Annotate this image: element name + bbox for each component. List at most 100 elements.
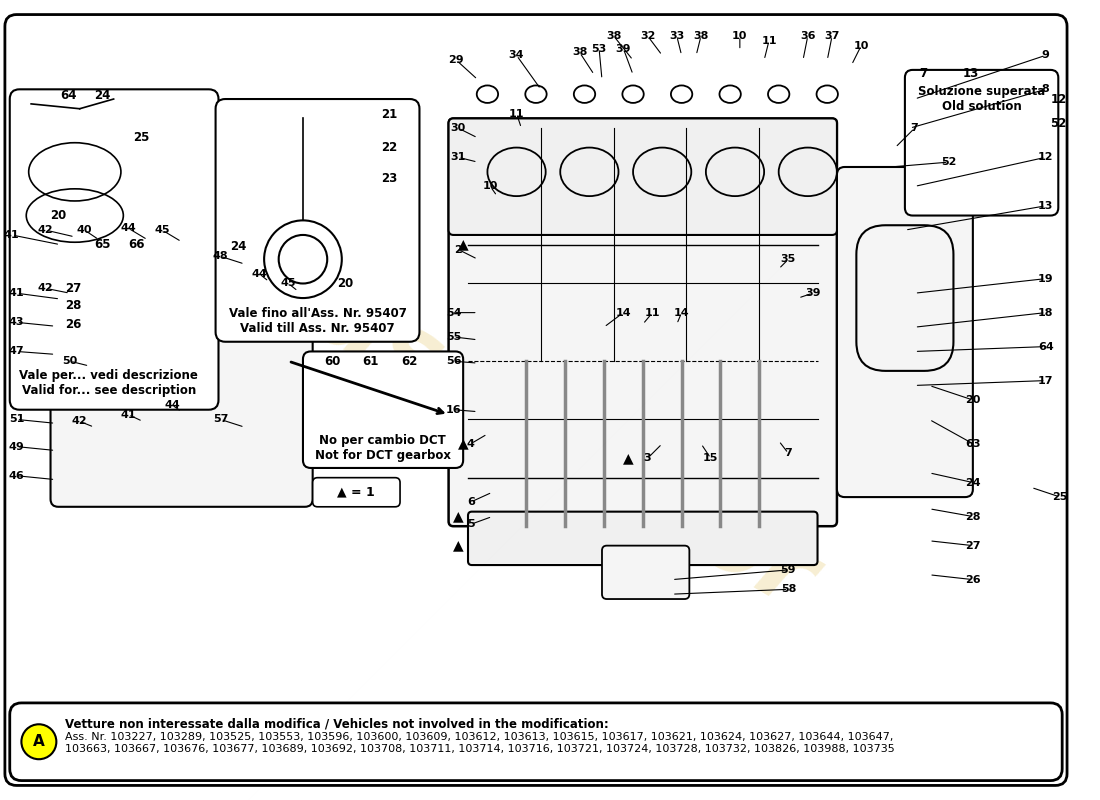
Text: 12: 12 [1050,93,1067,106]
Text: 18: 18 [1038,308,1054,318]
Text: 12: 12 [1038,152,1054,162]
FancyBboxPatch shape [216,99,419,342]
FancyBboxPatch shape [449,118,837,235]
Text: 24: 24 [230,240,246,253]
Text: 5: 5 [468,519,475,530]
FancyBboxPatch shape [837,167,972,497]
Text: 27: 27 [965,541,980,550]
Text: 44: 44 [120,223,136,233]
Text: 45: 45 [280,278,296,289]
Text: ▲ = 1: ▲ = 1 [338,486,375,498]
Text: 46: 46 [9,470,24,481]
Text: 36: 36 [800,31,815,41]
Text: 42: 42 [72,416,88,426]
Text: 38: 38 [606,31,621,41]
FancyBboxPatch shape [10,703,1063,781]
Text: 57: 57 [212,414,228,425]
Text: 51: 51 [9,414,24,425]
Text: 7: 7 [911,123,918,133]
Text: 52: 52 [1050,117,1067,130]
FancyBboxPatch shape [857,226,954,371]
Text: 39: 39 [616,43,631,54]
Text: ▲: ▲ [453,538,463,553]
Text: 42: 42 [37,225,54,235]
Text: 52: 52 [940,157,956,167]
Text: Soluzione superata
Old solution: Soluzione superata Old solution [918,86,1045,114]
Text: 26: 26 [65,318,81,330]
Text: 53: 53 [592,43,607,54]
FancyBboxPatch shape [4,14,1067,786]
Text: 13: 13 [964,67,979,80]
Text: 28: 28 [65,299,81,312]
Text: 11: 11 [761,36,777,46]
Text: 40: 40 [77,225,92,235]
Text: 22: 22 [381,141,397,154]
Text: 44: 44 [252,269,267,278]
Text: Vale per... vedi descrizione
Valid for... see description: Vale per... vedi descrizione Valid for..… [20,369,198,397]
FancyBboxPatch shape [468,512,817,565]
Text: 30: 30 [451,123,466,133]
Text: 3: 3 [644,454,651,463]
Text: ▲: ▲ [458,437,469,450]
Text: 62: 62 [402,354,418,368]
Text: 20: 20 [965,395,980,405]
Text: 10: 10 [854,41,869,50]
Text: 42: 42 [37,283,54,294]
Text: 31: 31 [451,152,466,162]
Text: 61: 61 [363,354,379,368]
Text: 35: 35 [781,254,796,264]
Text: 9: 9 [1042,50,1049,60]
Text: 34: 34 [509,50,525,60]
Text: passion for: passion for [240,230,833,628]
Text: 11: 11 [645,308,660,318]
Text: 48: 48 [212,251,228,262]
Text: 24: 24 [95,89,111,102]
Text: 64: 64 [60,89,77,102]
Circle shape [21,724,56,759]
Text: ▲: ▲ [453,510,463,523]
Text: 54: 54 [446,308,461,318]
Text: 55: 55 [446,332,461,342]
Text: 4: 4 [468,438,475,449]
Text: 21: 21 [381,108,397,121]
Text: 23: 23 [381,172,397,185]
Text: ▲: ▲ [623,451,634,466]
FancyBboxPatch shape [10,90,219,410]
Text: A: A [33,734,45,750]
Text: Vale fino all'Ass. Nr. 95407
Valid till Ass. Nr. 95407: Vale fino all'Ass. Nr. 95407 Valid till … [229,307,407,335]
Text: 11: 11 [509,109,525,118]
Text: 39: 39 [805,288,821,298]
Text: 66: 66 [129,238,145,251]
Text: 19: 19 [1038,274,1054,284]
FancyBboxPatch shape [905,70,1058,215]
Text: 37: 37 [824,31,839,41]
FancyBboxPatch shape [602,546,690,599]
Text: 16: 16 [446,405,461,414]
Text: 25: 25 [133,131,150,144]
Text: 14: 14 [674,308,690,318]
FancyBboxPatch shape [51,235,312,506]
Text: 64: 64 [1037,342,1054,352]
Text: 20: 20 [337,277,353,290]
FancyBboxPatch shape [312,478,400,506]
Text: 26: 26 [965,574,981,585]
Text: 65: 65 [95,238,111,251]
Text: 10: 10 [483,182,498,191]
Text: 10: 10 [733,31,748,41]
Text: 33: 33 [669,31,684,41]
Text: 59: 59 [781,565,796,575]
Text: Ass. Nr. 103227, 103289, 103525, 103553, 103596, 103600, 103609, 103612, 103613,: Ass. Nr. 103227, 103289, 103525, 103553,… [65,732,894,754]
Text: 6: 6 [468,497,475,507]
Text: Vetture non interessate dalla modifica / Vehicles not involved in the modificati: Vetture non interessate dalla modifica /… [65,718,608,730]
Text: 41: 41 [4,230,20,240]
Text: 41: 41 [120,410,136,419]
FancyBboxPatch shape [449,118,837,526]
Text: 60: 60 [323,354,340,368]
FancyBboxPatch shape [302,351,463,468]
Text: 14: 14 [616,308,631,318]
Text: 49: 49 [9,442,24,452]
Text: 50: 50 [63,356,78,366]
Text: 8: 8 [1042,84,1049,94]
Text: 38: 38 [693,31,708,41]
Text: 7: 7 [920,67,927,80]
